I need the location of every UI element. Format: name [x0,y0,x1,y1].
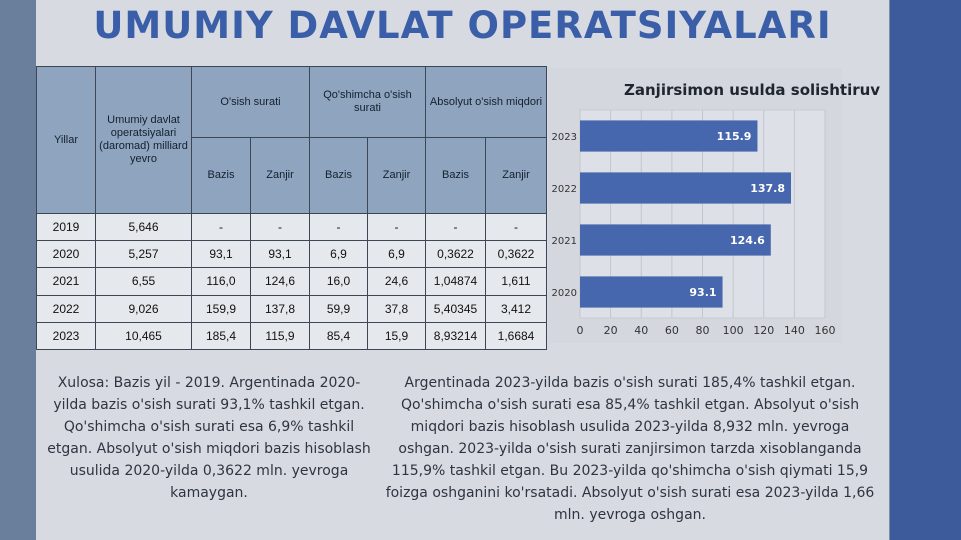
x-tick-label: 120 [753,324,774,337]
table-cell: 2021 [36,267,96,296]
table-cell: 124,6 [250,267,310,296]
y-tick-label: 2021 [552,236,577,247]
conclusion-left: Xulosa: Bazis yil - 2019. Argentinada 20… [47,375,371,501]
table-row: 2022 9,026 159,9 137,8 59,9 37,8 5,40345… [36,294,547,323]
table-row: 2023 10,465 185,4 115,9 85,4 15,9 8,9321… [36,321,547,351]
table-cell: 93,1 [250,240,310,269]
subheader-zanjir: Zanjir [367,137,426,214]
table-cell: - [191,212,251,242]
x-tick-label: 140 [784,324,805,337]
statistics-table: Yillar Umumiy davlat operatsiyalari (dar… [36,66,547,351]
table-cell: 59,9 [309,294,368,323]
conclusion-right: Argentinada 2023-yilda bazis o'sish sura… [385,375,875,523]
table-cell: 10,465 [95,321,192,351]
x-tick-label: 80 [696,324,710,337]
y-tick-label: 2020 [552,288,577,299]
x-tick-label: 60 [665,324,679,337]
x-tick-label: 100 [723,324,744,337]
header-increase-rate: Qo'shimcha o'sish surati [309,66,426,138]
table-cell: - [367,212,426,242]
table-cell: 85,4 [309,321,368,351]
bar [580,276,723,308]
table-cell: 8,93214 [425,321,486,351]
table-cell: 185,4 [191,321,251,351]
table-cell: 1,04874 [425,267,486,296]
table-cell: 115,9 [250,321,310,351]
subheader-bazis: Bazis [191,137,251,214]
subheader-bazis: Bazis [425,137,486,214]
table-cell: 5,40345 [425,294,486,323]
bar [580,120,758,152]
page-title: UMUMIY DAVLAT OPERATSIYALARI [93,4,832,47]
table-cell: 6,9 [367,240,426,269]
table-cell: - [425,212,486,242]
table-cell: 24,6 [367,267,426,296]
header-absolute-growth: Absolyut o'sish miqdori [425,66,547,138]
table-cell: 93,1 [191,240,251,269]
table-row: 2019 5,646 - - - - - - [36,212,547,242]
table-cell: 0,3622 [485,240,547,269]
table-cell: 0,3622 [425,240,486,269]
table-cell: 2022 [36,294,96,323]
table-cell: 37,8 [367,294,426,323]
subheader-zanjir: Zanjir [485,137,547,214]
table-cell: 6,9 [309,240,368,269]
table-cell: 15,9 [367,321,426,351]
bar-chart: 0 20 40 60 80 100 120 140 160 2023 115.9 2022 137.8 2… [552,109,836,337]
table-row: 2020 5,257 93,1 93,1 6,9 6,9 0,3622 0,36… [36,240,547,269]
subheader-bazis: Bazis [309,137,368,214]
table-cell: 116,0 [191,267,251,296]
table-cell: - [485,212,547,242]
table-cell: - [250,212,310,242]
table-cell: 159,9 [191,294,251,323]
chart-title: Zanjirsimon usulda solishtiruv [624,81,881,99]
data-label: 93.1 [689,286,716,299]
table-cell: 2023 [36,321,96,351]
header-growth-rate: O'sish surati [191,66,310,138]
left-side-band [0,0,36,540]
header-year: Yillar [36,66,96,214]
bar [580,224,771,256]
data-label: 137.8 [750,182,785,195]
table-cell: 1,611 [485,267,547,296]
table-cell: 6,55 [95,267,192,296]
x-tick-label: 160 [815,324,836,337]
y-tick-label: 2023 [552,132,577,143]
table-cell: 2019 [36,212,96,242]
x-tick-label: 40 [634,324,648,337]
table-cell: 3,412 [485,294,547,323]
y-tick-label: 2022 [552,184,577,195]
table-cell: - [309,212,368,242]
table-row: 2021 6,55 116,0 124,6 16,0 24,6 1,04874 … [36,267,547,296]
header-operations: Umumiy davlat operatsiyalari (daromad) m… [95,66,192,214]
bar [580,172,792,204]
data-label: 115.9 [717,130,752,143]
table-cell: 1,6684 [485,321,547,351]
table-cell: 137,8 [250,294,310,323]
table-cell: 2020 [36,240,96,269]
table-cell: 9,026 [95,294,192,323]
x-tick-label: 0 [577,324,584,337]
x-tick-label: 20 [604,324,618,337]
table-cell: 5,646 [95,212,192,242]
right-side-band [889,0,961,540]
subheader-zanjir: Zanjir [250,137,310,214]
table-cell: 5,257 [95,240,192,269]
data-label: 124.6 [730,234,765,247]
table-cell: 16,0 [309,267,368,296]
